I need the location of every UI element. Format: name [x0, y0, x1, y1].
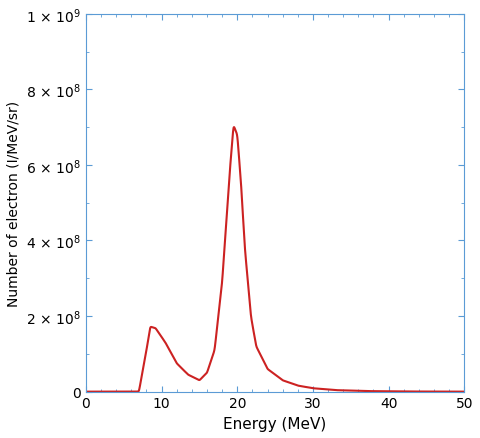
X-axis label: Energy (MeV): Energy (MeV) [224, 416, 327, 431]
Y-axis label: Number of electron (I/MeV/sr): Number of electron (I/MeV/sr) [7, 100, 21, 306]
